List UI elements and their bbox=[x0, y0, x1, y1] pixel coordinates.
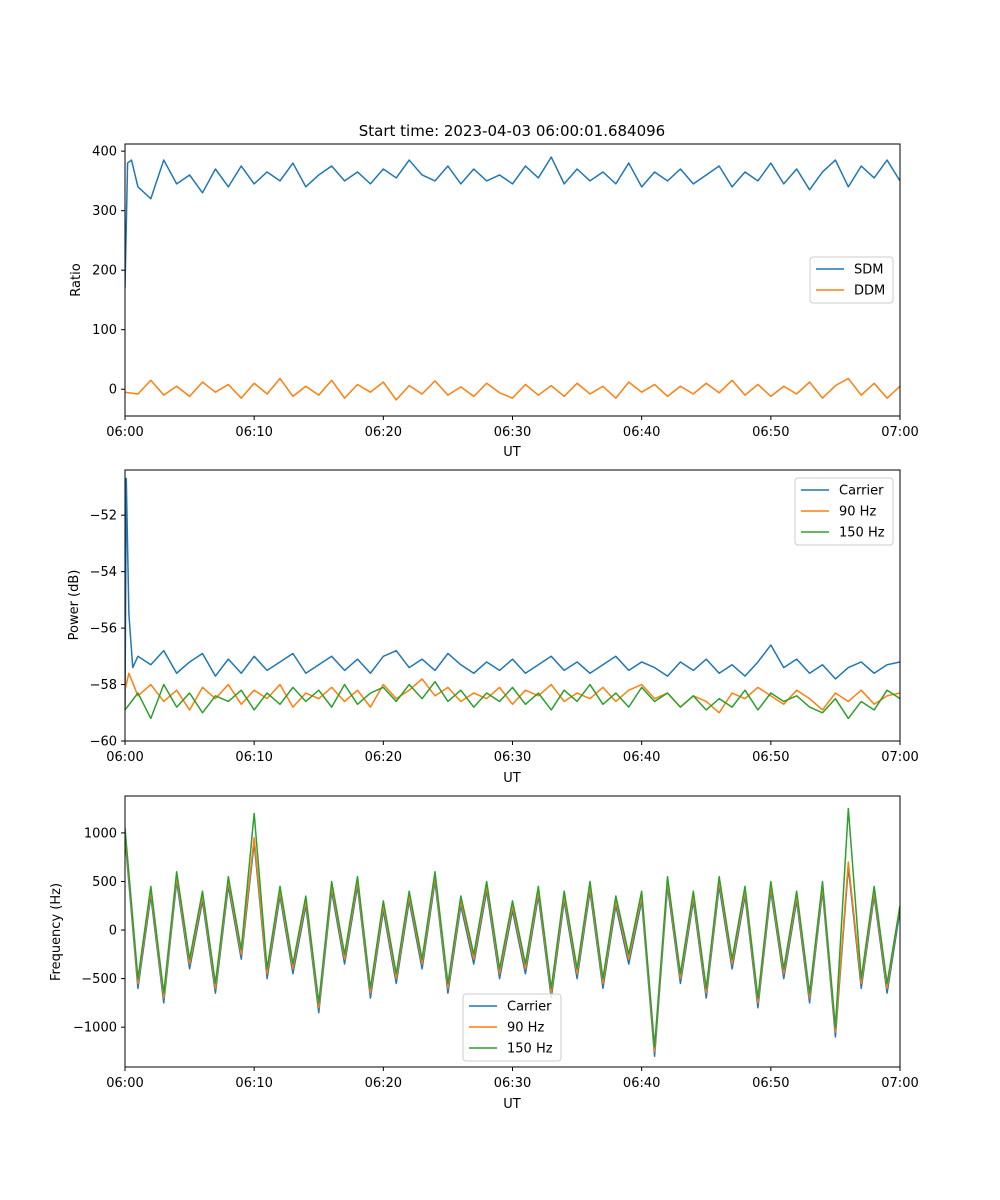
ratio-plot-frame bbox=[124, 143, 901, 417]
ratio-y-tick-label: 400 bbox=[92, 145, 117, 160]
figure-title: Start time: 2023-04-03 06:00:01.684096 bbox=[359, 122, 665, 140]
frequency-x-tick-label: 06:10 bbox=[235, 1076, 272, 1091]
ratio-x-tick-label: 06:50 bbox=[752, 425, 789, 440]
frequency-x-tick-label: 06:30 bbox=[494, 1076, 531, 1091]
power-x-tick-label: 06:50 bbox=[752, 750, 789, 765]
frequency-ticks-layer: 06:00 06:10 06:20 06:30 06:40 06:50 07:00 −1000… bbox=[73, 826, 919, 1091]
frequency-y-tick-label: 0 bbox=[109, 924, 117, 939]
frequency-series-layer bbox=[125, 807, 900, 1058]
ratio-x-tick-label: 06:20 bbox=[365, 425, 402, 440]
power-series-1-line bbox=[125, 672, 900, 714]
power-y-tick-label: −54 bbox=[90, 565, 117, 580]
power-y-tick-label: −58 bbox=[90, 678, 117, 693]
power-ticks-layer: 06:00 06:10 06:20 06:30 06:40 06:50 07:00 −60 −5… bbox=[90, 509, 919, 765]
ratio-x-tick-label: 06:30 bbox=[494, 425, 531, 440]
ratio-x-axis-label: UT bbox=[503, 445, 521, 460]
ratio-legend: SDM DDM bbox=[809, 256, 894, 304]
frequency-y-axis-label: Frequency (Hz) bbox=[49, 883, 64, 981]
frequency-legend-label: 90 Hz bbox=[507, 1021, 544, 1036]
power-x-tick-label: 06:20 bbox=[365, 750, 402, 765]
power-legend-label: 90 Hz bbox=[839, 505, 876, 520]
frequency-x-axis-label: UT bbox=[503, 1097, 521, 1112]
ratio-y-tick-label: 100 bbox=[92, 323, 117, 338]
power-legend-label: Carrier bbox=[839, 484, 884, 499]
power-plot-frame bbox=[124, 469, 901, 742]
power-y-tick-label: −60 bbox=[90, 735, 117, 750]
frequency-series-2-line bbox=[125, 807, 900, 1048]
power-x-tick-label: 07:00 bbox=[881, 750, 918, 765]
ratio-y-tick-label: 200 bbox=[92, 264, 117, 279]
ratio-series-1-line bbox=[125, 377, 900, 401]
ratio-y-tick-label: 0 bbox=[109, 383, 117, 398]
frequency-y-tick-label: −1000 bbox=[73, 1021, 117, 1036]
ratio-x-tick-label: 06:40 bbox=[623, 425, 660, 440]
frequency-legend-label: Carrier bbox=[507, 1000, 552, 1015]
power-y-tick-label: −56 bbox=[90, 622, 117, 637]
ratio-ticks-layer: 06:00 06:10 06:20 06:30 06:40 06:50 07:00 0 100 2… bbox=[92, 145, 919, 440]
power-y-axis-label: Power (dB) bbox=[67, 570, 82, 641]
power-panel: 06:00 06:10 06:20 06:30 06:40 06:50 07:00 −60 −5… bbox=[67, 469, 919, 786]
power-legend: Carrier 90 Hz 150 Hz bbox=[794, 477, 894, 546]
power-series-layer bbox=[125, 477, 900, 720]
power-y-tick-label: −52 bbox=[90, 509, 117, 524]
ratio-x-tick-label: 06:10 bbox=[235, 425, 272, 440]
power-x-tick-label: 06:30 bbox=[494, 750, 531, 765]
ratio-y-tick-label: 300 bbox=[92, 204, 117, 219]
frequency-y-tick-label: −500 bbox=[81, 972, 117, 987]
frequency-y-tick-label: 500 bbox=[92, 875, 117, 890]
frequency-x-tick-label: 06:20 bbox=[365, 1076, 402, 1091]
ratio-y-axis-label: Ratio bbox=[69, 263, 84, 296]
power-series-0-line bbox=[125, 477, 900, 708]
power-x-axis-label: UT bbox=[503, 771, 521, 786]
frequency-x-tick-label: 07:00 bbox=[881, 1076, 918, 1091]
power-legend-label: 150 Hz bbox=[839, 526, 885, 541]
power-x-tick-label: 06:40 bbox=[623, 750, 660, 765]
frequency-x-tick-label: 06:50 bbox=[752, 1076, 789, 1091]
frequency-legend-box bbox=[462, 993, 562, 1062]
ratio-panel: 06:00 06:10 06:20 06:30 06:40 06:50 07:00 0 100 2… bbox=[69, 143, 919, 460]
ratio-series-0-line bbox=[125, 156, 900, 289]
frequency-legend-label: 150 Hz bbox=[507, 1042, 553, 1057]
power-x-tick-label: 06:00 bbox=[106, 750, 143, 765]
ratio-x-tick-label: 07:00 bbox=[881, 425, 918, 440]
power-legend-box bbox=[794, 477, 894, 546]
frequency-x-tick-label: 06:00 bbox=[106, 1076, 143, 1091]
power-series-2-line bbox=[125, 680, 900, 720]
ratio-series-layer bbox=[125, 156, 900, 401]
frequency-x-tick-label: 06:40 bbox=[623, 1076, 660, 1091]
frequency-panel: 06:00 06:10 06:20 06:30 06:40 06:50 07:00 −1000… bbox=[49, 795, 919, 1112]
frequency-legend: Carrier 90 Hz 150 Hz bbox=[462, 993, 562, 1062]
ratio-legend-label: SDM bbox=[854, 263, 883, 278]
frequency-y-tick-label: 1000 bbox=[84, 826, 117, 841]
ratio-x-tick-label: 06:00 bbox=[106, 425, 143, 440]
ratio-legend-label: DDM bbox=[854, 284, 885, 299]
power-x-tick-label: 06:10 bbox=[235, 750, 272, 765]
